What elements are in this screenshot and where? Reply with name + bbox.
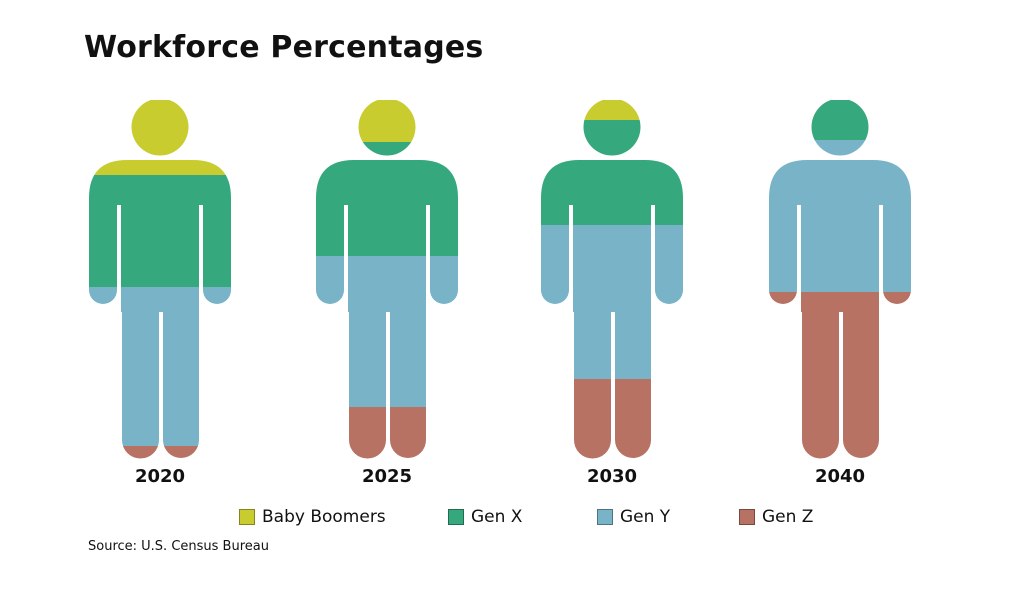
legend: Baby Boomers Gen X Gen Y Gen Z xyxy=(0,507,1024,531)
legend-label: Gen Z xyxy=(762,507,814,527)
legend-item-gen-x: Gen X xyxy=(448,507,522,527)
year-label-2030: 2030 xyxy=(586,466,638,487)
year-label-2020: 2020 xyxy=(134,466,186,487)
legend-label: Gen X xyxy=(471,507,523,527)
legend-item-baby-boomers: Baby Boomers xyxy=(239,507,386,527)
legend-swatch xyxy=(739,509,755,525)
person-figure-2040 xyxy=(769,100,911,459)
person-figure-2025 xyxy=(316,100,458,459)
legend-swatch xyxy=(448,509,464,525)
legend-item-gen-y: Gen Y xyxy=(597,507,670,527)
legend-label: Baby Boomers xyxy=(262,507,386,527)
year-label-2025: 2025 xyxy=(361,466,413,487)
pictogram-area xyxy=(89,100,911,459)
legend-label: Gen Y xyxy=(620,507,671,527)
chart-title: Workforce Percentages xyxy=(84,30,484,65)
legend-swatch xyxy=(597,509,613,525)
year-label-2040: 2040 xyxy=(814,466,866,487)
source-note: Source: U.S. Census Bureau xyxy=(88,539,269,554)
legend-swatch xyxy=(239,509,255,525)
legend-item-gen-z: Gen Z xyxy=(739,507,813,527)
person-figure-2030 xyxy=(541,100,683,459)
person-figure-2020 xyxy=(89,100,231,459)
